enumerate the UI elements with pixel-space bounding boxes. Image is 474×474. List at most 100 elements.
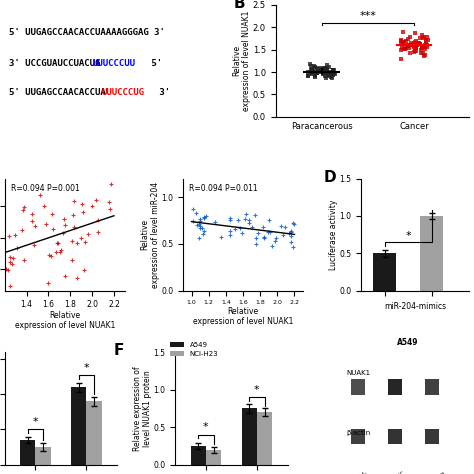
Point (198, 225, 206, 232)
Point (84, 230, 91, 238)
Point (108, 180, 115, 187)
Point (6, 254, 14, 261)
Point (325, 64, 332, 71)
Text: 3': 3' (154, 88, 170, 97)
Point (30, 241, 38, 249)
Point (47, 252, 55, 259)
Text: 5': 5' (146, 59, 162, 68)
Text: 3' UCCGUAUCCUACUG: 3' UCCGUAUCCUACUG (9, 59, 100, 68)
Point (231, 225, 239, 232)
Point (416, 40, 423, 47)
Point (200, 214, 208, 222)
Point (6, 282, 13, 290)
Point (419, 34, 427, 41)
Point (322, 70, 329, 77)
Point (313, 69, 321, 77)
Point (88, 202, 95, 210)
Point (404, 43, 412, 50)
Point (320, 69, 328, 76)
Bar (71, 387, 86, 465)
Bar (388, 379, 402, 395)
Point (416, 40, 423, 47)
Point (416, 39, 423, 47)
Point (290, 220, 298, 228)
Point (412, 47, 420, 55)
Point (236, 224, 244, 232)
Point (251, 211, 259, 219)
Text: *: * (254, 385, 260, 395)
Point (410, 39, 418, 47)
Y-axis label: Relative
expression of level miR-204: Relative expression of level miR-204 (140, 182, 160, 288)
Point (196, 216, 204, 223)
Text: R=0.094 P=0.001: R=0.094 P=0.001 (11, 184, 80, 193)
Point (322, 66, 330, 73)
Point (412, 42, 420, 50)
Point (330, 69, 337, 77)
Point (287, 238, 294, 246)
Point (200, 227, 208, 234)
Point (324, 73, 331, 80)
Text: B: B (233, 0, 245, 11)
Point (406, 41, 414, 49)
Point (9, 260, 16, 267)
Point (329, 66, 337, 74)
Point (202, 213, 210, 220)
Point (419, 49, 426, 56)
Point (319, 71, 327, 78)
Point (45, 279, 52, 287)
Point (319, 65, 326, 73)
Point (328, 73, 335, 81)
Point (53, 248, 60, 255)
Y-axis label: Relative expression of
level NUAK1 protein: Relative expression of level NUAK1 prote… (133, 366, 152, 451)
Point (407, 33, 414, 40)
Point (399, 38, 407, 46)
Point (402, 37, 410, 45)
Point (407, 41, 414, 48)
Point (420, 52, 428, 60)
Point (285, 229, 293, 237)
Text: 5' UUGAGCCAACACCUA: 5' UUGAGCCAACACCUA (9, 88, 105, 97)
Point (226, 231, 234, 239)
Point (20, 256, 27, 264)
Point (421, 52, 428, 59)
Bar (388, 428, 402, 444)
Point (235, 217, 242, 224)
Point (307, 62, 314, 70)
Point (2, 265, 10, 273)
Bar (36, 447, 51, 465)
Bar (373, 253, 396, 291)
Point (319, 66, 327, 74)
Point (12, 231, 19, 239)
Point (195, 234, 203, 242)
Point (253, 235, 260, 242)
Point (28, 217, 36, 225)
Point (414, 40, 422, 48)
Point (321, 64, 328, 72)
Point (322, 66, 330, 74)
Point (322, 74, 330, 82)
Point (331, 70, 338, 78)
Point (260, 233, 267, 241)
Point (410, 43, 418, 51)
Point (409, 42, 417, 49)
Point (416, 34, 424, 42)
Point (406, 41, 413, 49)
Point (322, 68, 329, 76)
Point (245, 219, 252, 227)
Point (40, 202, 47, 210)
Text: A549: A549 (397, 338, 418, 347)
Point (242, 215, 249, 223)
Point (322, 73, 329, 80)
Y-axis label: Relative
expression of level NUAK1: Relative expression of level NUAK1 (232, 10, 252, 111)
Y-axis label: Luciferase activity: Luciferase activity (329, 200, 338, 270)
Point (329, 68, 337, 76)
Point (289, 219, 297, 227)
Point (68, 237, 76, 245)
Point (328, 70, 336, 77)
Point (397, 37, 405, 45)
Point (264, 228, 272, 236)
Point (280, 231, 287, 239)
Point (61, 221, 69, 229)
Point (397, 46, 405, 54)
Point (266, 228, 273, 236)
